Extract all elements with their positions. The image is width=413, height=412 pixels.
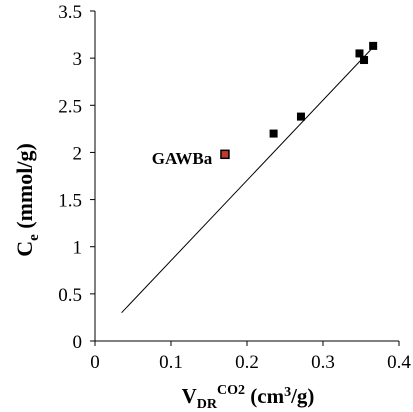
- x-tick-label: 0.2: [235, 352, 259, 373]
- data-point: [360, 56, 369, 65]
- x-tick-label: 0.3: [311, 352, 335, 373]
- y-tick-label: 0.5: [58, 285, 82, 306]
- y-tick-label: 3.5: [58, 2, 82, 23]
- highlight-point-label: GAWBa: [152, 149, 213, 168]
- fit-line: [121, 43, 377, 314]
- x-tick-label: 0.4: [387, 352, 411, 373]
- x-tick-label: 0.1: [159, 352, 183, 373]
- highlight-point: [220, 149, 230, 160]
- y-tick-label: 2: [73, 143, 83, 164]
- data-point: [269, 129, 278, 138]
- data-point: [355, 49, 364, 58]
- data-points: [220, 41, 378, 160]
- y-tick-label: 0: [73, 332, 83, 353]
- x-axis-label: VDRCO2 (cm3/g): [182, 383, 315, 412]
- y-axis-label: Ce (mmol/g): [12, 143, 42, 257]
- y-tick-label: 1: [73, 238, 83, 259]
- y-tick-label: 3: [73, 49, 83, 70]
- x-axis-ticks: 0 0.1 0.2 0.3 0.4: [90, 341, 411, 373]
- data-point: [369, 41, 378, 50]
- fit-line-group: [121, 43, 377, 314]
- y-tick-label: 2.5: [58, 96, 82, 117]
- data-point: [296, 112, 305, 121]
- x-tick-label: 0: [90, 352, 100, 373]
- axes: [94, 11, 399, 342]
- y-tick-label: 1.5: [58, 191, 82, 212]
- y-axis-ticks: 0 0.5 1 1.5 2 2.5 3 3.5: [58, 2, 95, 353]
